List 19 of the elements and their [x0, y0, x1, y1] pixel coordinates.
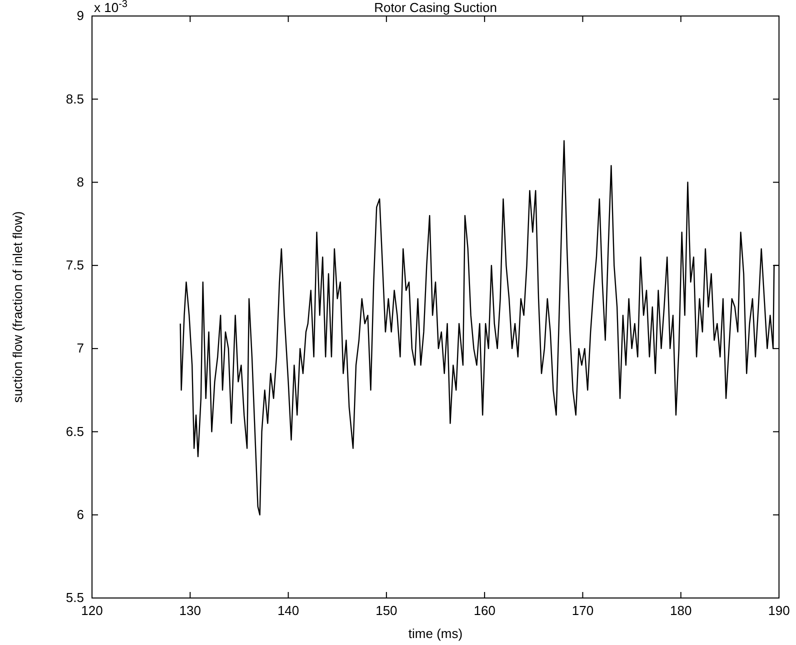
y-tick-label: 7.5	[66, 258, 84, 273]
y-tick-label: 6.5	[66, 424, 84, 439]
x-axis-title: time (ms)	[408, 626, 463, 641]
x-tick-label: 140	[277, 603, 300, 618]
y-tick-label: 9	[76, 8, 84, 24]
x-tick-label: 160	[474, 603, 496, 618]
y-tick-label: 8	[76, 174, 84, 190]
x-tick-label: 130	[179, 603, 201, 618]
x-tick-label: 180	[670, 603, 692, 618]
x-tick-label: 120	[81, 603, 103, 618]
y-tick-label: 6	[76, 507, 84, 522]
chart-title: Rotor Casing Suction	[374, 0, 497, 15]
y-tick-label: 7	[76, 340, 84, 356]
y-tick-label: 8.5	[66, 91, 84, 106]
y-tick-label: 5.5	[66, 590, 84, 606]
x-tick-label: 170	[572, 603, 594, 618]
x-tick-label: 190	[768, 603, 790, 618]
x-tick-label: 150	[376, 603, 398, 618]
y-axis-title: suction flow (fraction of inlet flow)	[10, 211, 25, 403]
